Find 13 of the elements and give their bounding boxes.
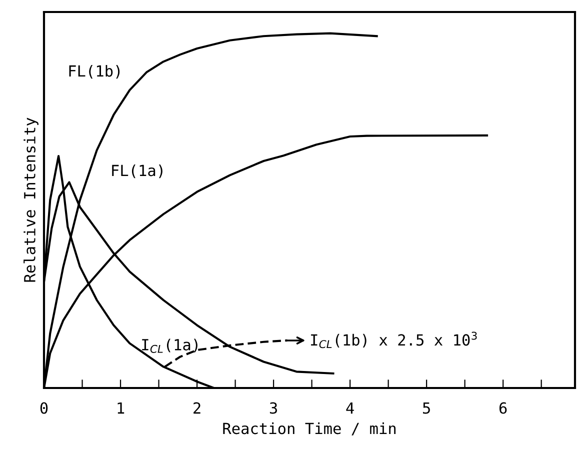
annotation: I$_{CL}$(1a) xyxy=(142,338,198,353)
x-tick-label: 4 xyxy=(346,402,354,414)
x-tick-label: 3 xyxy=(270,402,277,414)
annotation: FL(1b) xyxy=(69,64,120,79)
x-tick-label: 2 xyxy=(194,402,200,414)
annotation: I$_{CL}$(1b) x 2.5 x 10$^{3}$ xyxy=(311,332,477,348)
x-tick-label: 5 xyxy=(423,402,430,414)
x-tick-label: 6 xyxy=(499,402,507,414)
x-tick-label: 1 xyxy=(118,402,124,414)
annotation: FL(1a) xyxy=(112,164,162,178)
x-tick-label: 0 xyxy=(40,402,48,414)
x-axis-title: Reaction Time / min xyxy=(223,422,396,436)
y-axis-title: Relative Intensity xyxy=(24,118,38,282)
